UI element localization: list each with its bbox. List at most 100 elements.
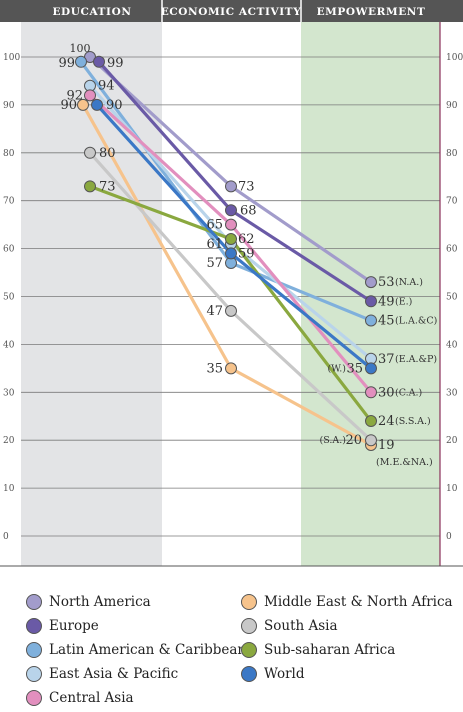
data-label-latin-american-caribbean-empowerment: 45: [378, 313, 395, 328]
data-point-sub-saharan-africa-education: [84, 180, 96, 193]
legend-label: World: [264, 666, 305, 682]
y-tick-label-left: 60: [3, 245, 15, 255]
data-point-south-asia-education: [84, 146, 96, 159]
legend-swatch: [241, 642, 257, 658]
legend-swatch: [26, 642, 42, 658]
data-label-north-america-empowerment: 53: [378, 275, 395, 290]
column-header-economic-activity: ECONOMIC ACTIVITY: [161, 6, 302, 18]
y-tick-label-left: 100: [3, 53, 20, 63]
data-label-north-america-economic-activity: 73: [238, 179, 255, 194]
y-tick-label-right: 30: [446, 388, 458, 398]
data-point-central-asia-empowerment: [365, 386, 377, 399]
data-point-middle-east-north-africa-education: [77, 98, 89, 111]
legend-swatch: [26, 618, 42, 634]
data-label-north-america-education: 100: [70, 42, 91, 55]
data-label-latin-american-caribbean-economic-activity: 57: [206, 256, 223, 271]
data-tag-sub-saharan-africa: (S.S.A.): [395, 416, 431, 427]
y-tick-label-right: 60: [446, 245, 458, 255]
y-tick-label-right: 50: [446, 293, 458, 303]
data-tag-south-asia: (S.A.): [320, 435, 346, 446]
data-label-sub-saharan-africa-empowerment: 24: [378, 414, 395, 429]
legend-label: Sub-saharan Africa: [264, 642, 396, 658]
legend-item-north-america: North America: [26, 592, 151, 612]
data-label-east-asia-pacific-education: 94: [98, 79, 115, 94]
data-tag-middle-east-north-africa: (M.E.&NA.): [376, 457, 433, 468]
legend-swatch: [241, 594, 257, 610]
column-header-education: EDUCATION: [52, 6, 131, 18]
y-tick-label-left: 0: [3, 532, 9, 542]
legend-item-south-asia: South Asia: [241, 616, 338, 636]
data-label-europe-empowerment: 49: [378, 294, 395, 309]
data-point-world-empowerment: [365, 362, 377, 375]
data-point-middle-east-north-africa-economic-activity: [225, 362, 237, 375]
data-label-south-asia-empowerment: 20: [345, 433, 362, 448]
data-label-east-asia-pacific-empowerment: 37: [378, 352, 395, 367]
legend-label: Central Asia: [49, 690, 134, 706]
y-tick-label-right: 70: [446, 197, 458, 207]
data-label-sub-saharan-africa-economic-activity: 62: [238, 232, 255, 247]
legend-swatch: [26, 666, 42, 682]
data-tag-europe: (E.): [395, 296, 412, 307]
y-tick-label-right: 90: [446, 101, 458, 111]
data-label-europe-education: 99: [107, 56, 124, 71]
legend-label: East Asia & Pacific: [49, 666, 179, 682]
y-tick-label-right: 10: [446, 484, 458, 494]
data-label-latin-american-caribbean-education: 99: [58, 56, 75, 71]
legend-label: Europe: [49, 618, 99, 634]
legend-swatch: [26, 594, 42, 610]
data-tag-east-asia-pacific: (E.A.&P): [395, 354, 437, 365]
data-label-sub-saharan-africa-education: 73: [99, 179, 116, 194]
data-label-central-asia-economic-activity: 65: [206, 218, 223, 233]
legend: North America Europe Latin American & Cari…: [26, 592, 456, 710]
data-label-world-empowerment: 35: [346, 361, 363, 376]
data-label-middle-east-north-africa-empowerment: 19: [378, 438, 395, 453]
data-point-latin-american-caribbean-education: [75, 55, 87, 68]
data-tag-north-america: (N.A.): [395, 277, 423, 288]
chart: 0 0 10 10 20 20 30 30 40 40 50 50 60 60 70 70 80 80 90 90 10…: [0, 0, 463, 567]
data-label-middle-east-north-africa-education: 90: [60, 98, 77, 113]
legend-item-europe: Europe: [26, 616, 99, 636]
y-tick-label-left: 80: [3, 149, 15, 159]
data-point-south-asia-empowerment: [365, 434, 377, 447]
data-tag-world: (W.): [327, 363, 346, 374]
data-tag-central-asia: (C.A.): [395, 387, 422, 398]
legend-item-east-asia-pacific: East Asia & Pacific: [26, 664, 178, 684]
legend-swatch: [241, 666, 257, 682]
data-point-europe-empowerment: [365, 295, 377, 308]
data-point-europe-education: [93, 55, 105, 68]
legend-item-middle-east-north-africa: Middle East & North Africa: [241, 592, 453, 612]
column-band-empowerment: [301, 22, 440, 566]
y-tick-label-right: 100: [446, 53, 463, 63]
y-tick-label-left: 10: [3, 484, 15, 494]
data-point-north-america-economic-activity: [225, 180, 237, 193]
data-point-north-america-empowerment: [365, 276, 377, 289]
legend-label: Latin American & Caribbean: [49, 642, 247, 658]
data-label-world-education: 90: [106, 98, 123, 113]
y-tick-label-right: 20: [446, 436, 458, 446]
data-label-south-asia-education: 80: [99, 146, 116, 161]
y-tick-label-right: 80: [446, 149, 458, 159]
legend-item-latin-american-caribbean: Latin American & Caribbean: [26, 640, 246, 660]
data-label-central-asia-empowerment: 30: [378, 385, 395, 400]
legend-item-sub-saharan-africa: Sub-saharan Africa: [241, 640, 395, 660]
y-tick-label-left: 30: [3, 388, 15, 398]
data-label-east-asia-pacific-economic-activity: 61: [206, 237, 223, 252]
legend-label: South Asia: [264, 618, 338, 634]
data-tag-latin-american-caribbean: (L.A.&C): [395, 315, 437, 326]
y-tick-label-right: 0: [446, 532, 452, 542]
y-tick-label-right: 40: [446, 340, 458, 350]
data-label-middle-east-north-africa-economic-activity: 35: [206, 361, 223, 376]
column-band-economic-activity: [162, 22, 301, 566]
legend-swatch: [241, 618, 257, 634]
data-point-central-asia-education: [84, 89, 96, 102]
legend-label: Middle East & North Africa: [264, 594, 453, 610]
legend-label: North America: [49, 594, 151, 610]
y-tick-label-left: 20: [3, 436, 15, 446]
data-point-south-asia-economic-activity: [225, 304, 237, 317]
data-label-europe-economic-activity: 68: [240, 203, 257, 218]
column-header-empowerment: EMPOWERMENT: [317, 6, 426, 18]
y-tick-label-left: 40: [3, 340, 15, 350]
y-tick-label-left: 50: [3, 293, 15, 303]
header-bar: [0, 0, 463, 22]
data-point-central-asia-economic-activity: [225, 218, 237, 231]
